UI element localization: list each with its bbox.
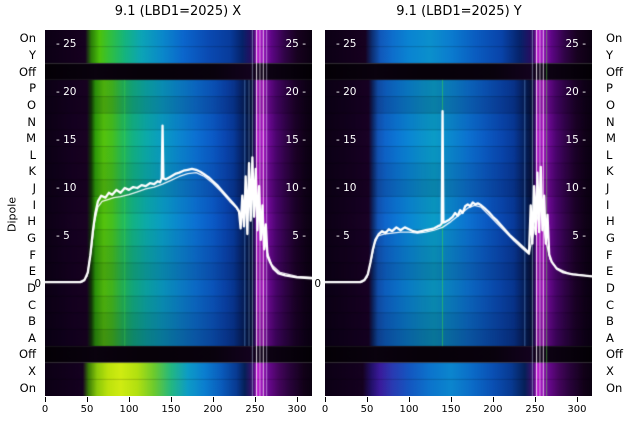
row-label-left: L: [29, 147, 36, 162]
row-label-left: F: [29, 247, 36, 262]
row-label-right: O: [606, 97, 616, 112]
x-tick-label: 250: [525, 404, 545, 415]
row-label-left: E: [28, 264, 36, 279]
row-label-left: P: [29, 81, 36, 96]
y-tick-label-right: 15 -: [285, 134, 307, 146]
row-label-right: P: [606, 81, 613, 96]
x-tick-label: 50: [80, 404, 94, 415]
y-tick-label-left: - 20: [336, 86, 357, 98]
x-tick-label: 0: [41, 404, 49, 415]
row-label-right: M: [606, 131, 616, 146]
row-label-right: J: [606, 181, 610, 195]
x-tick-label: 250: [245, 404, 265, 415]
row-label-left: N: [27, 114, 36, 129]
row-label-right: F: [606, 247, 613, 262]
row-label-left: X: [28, 364, 36, 378]
plot-y-title: 9.1 (LBD1=2025) Y: [396, 4, 522, 19]
x-tick-label: 150: [441, 404, 461, 415]
x-tick-mark: [170, 397, 172, 402]
y-tick-label-left: - 10: [336, 182, 357, 194]
x-tick-label: 200: [203, 404, 223, 415]
x-tick-label: 100: [399, 404, 419, 415]
row-label-right: N: [606, 114, 615, 129]
x-tick-label: 0: [321, 404, 329, 415]
row-label-left: I: [32, 197, 36, 212]
heatmap-x-canvas: [45, 30, 312, 396]
row-label-right: X: [606, 364, 614, 378]
heatmap-y-canvas: [325, 30, 592, 396]
y-tick-label-left: - 5: [56, 230, 70, 242]
row-label-right: Y: [606, 48, 614, 62]
x-tick-mark: [534, 397, 536, 402]
x-tick-mark: [492, 397, 494, 402]
x-tick-mark: [129, 397, 130, 402]
row-label-left: M: [26, 131, 36, 146]
row-label-right: L: [606, 147, 613, 162]
y-tick-label-left: - 10: [56, 182, 77, 194]
row-label-right: On: [606, 380, 623, 395]
row-label-left: K: [28, 164, 36, 179]
row-label-right: H: [606, 214, 615, 229]
zero-tick-label: 0: [314, 278, 321, 290]
x-tick-label: 100: [119, 404, 139, 415]
y-tick-label-right: 20 -: [565, 86, 587, 98]
y-tick-label-right: 10 -: [565, 182, 587, 194]
x-tick-mark: [409, 397, 410, 402]
row-label-right: I: [606, 197, 610, 212]
row-label-left: H: [27, 214, 36, 229]
row-label-left: G: [27, 231, 36, 245]
y-tick-label-left: - 20: [56, 86, 77, 98]
x-tick-mark: [367, 397, 368, 402]
x-tick-mark: [87, 397, 88, 402]
row-label-right: Off: [606, 64, 623, 79]
y-tick-label-right: 25 -: [565, 38, 587, 50]
y-tick-label-right: 10 -: [285, 182, 307, 194]
plot-x-title: 9.1 (LBD1=2025) X: [114, 4, 242, 19]
x-tick-label: 300: [287, 404, 307, 415]
row-label-left: Y: [28, 48, 36, 62]
y-tick-label-left: - 25: [336, 38, 357, 50]
x-tick-mark: [212, 397, 214, 402]
row-label-right: K: [606, 164, 614, 179]
y-tick-label-right: 5 -: [292, 230, 306, 242]
x-tick-label: 300: [567, 404, 587, 415]
x-tick-mark: [296, 397, 298, 402]
row-label-left: On: [19, 31, 36, 46]
row-label-right: C: [606, 297, 615, 312]
row-label-left: O: [26, 97, 36, 112]
row-label-left: A: [28, 330, 36, 345]
row-label-right: E: [606, 264, 614, 279]
row-label-right: On: [606, 31, 623, 46]
row-label-left: C: [27, 297, 36, 312]
x-tick-mark: [45, 397, 46, 402]
row-label-right: B: [606, 314, 614, 329]
row-label-right: Off: [606, 347, 623, 362]
y-tick-label-right: 25 -: [285, 38, 307, 50]
x-tick-mark: [450, 397, 452, 402]
y-tick-label-left: - 15: [336, 134, 357, 146]
x-tick-mark: [325, 397, 326, 402]
row-label-right: A: [606, 330, 614, 345]
row-label-left: Off: [19, 64, 36, 79]
y-tick-label-left: - 15: [56, 134, 77, 146]
row-label-left: On: [19, 380, 36, 395]
x-tick-label: 200: [483, 404, 503, 415]
x-tick-label: 50: [360, 404, 374, 415]
x-tick-label: 150: [161, 404, 181, 415]
x-tick-mark: [576, 397, 578, 402]
zero-tick-label: 0: [34, 278, 41, 290]
row-label-left: D: [27, 280, 36, 295]
row-label-left: Off: [19, 347, 36, 362]
y-tick-label-right: 5 -: [572, 230, 586, 242]
y-tick-label-left: - 25: [56, 38, 77, 50]
row-label-right: G: [606, 231, 615, 245]
row-label-left: B: [28, 314, 36, 329]
y-tick-label-left: - 5: [336, 230, 350, 242]
y-tick-label-right: 15 -: [565, 134, 587, 146]
y-tick-label-right: 20 -: [285, 86, 307, 98]
x-tick-mark: [254, 397, 256, 402]
row-label-left: J: [32, 181, 36, 195]
row-label-right: D: [606, 280, 615, 295]
